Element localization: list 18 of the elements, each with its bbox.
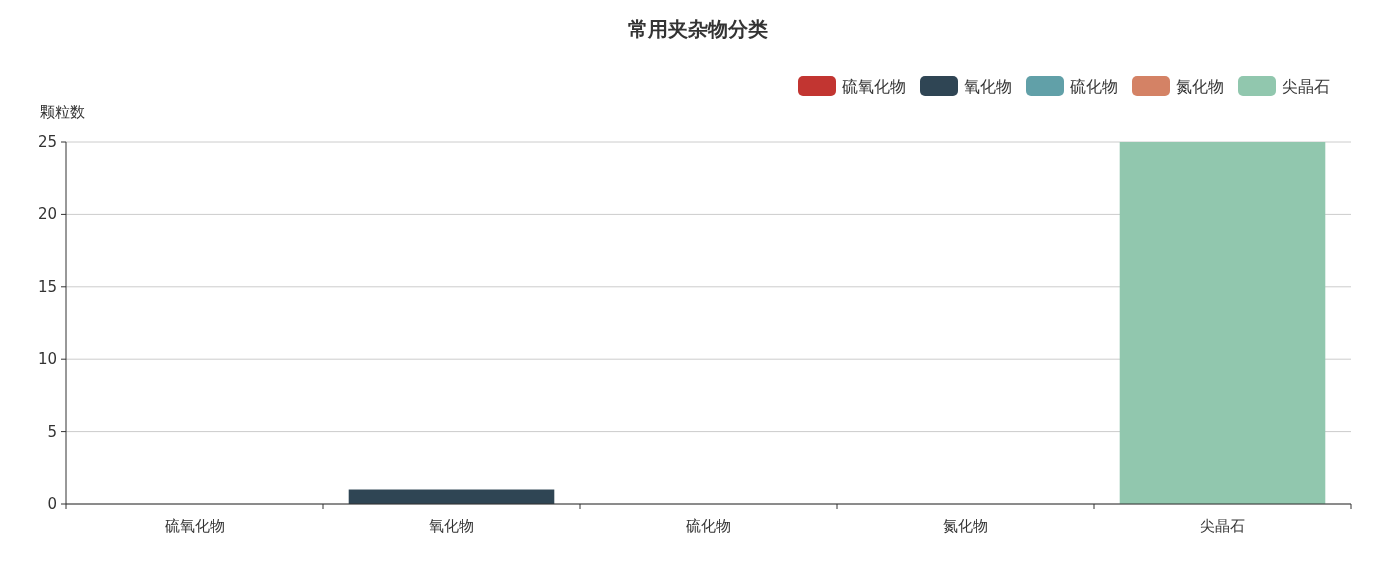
legend-label: 氧化物 bbox=[964, 77, 1012, 96]
y-tick-label: 10 bbox=[37, 350, 57, 369]
legend-label: 尖晶石 bbox=[1282, 77, 1330, 96]
y-tick-label: 0 bbox=[47, 495, 57, 513]
legend-label: 硫化物 bbox=[1070, 77, 1118, 96]
y-axis-title: 颗粒数 bbox=[40, 103, 85, 121]
legend-label: 氮化物 bbox=[1176, 77, 1224, 96]
x-tick-label: 氮化物 bbox=[943, 517, 988, 535]
x-tick-label: 硫氧化物 bbox=[164, 517, 225, 535]
chart-title: 常用夹杂物分类 bbox=[628, 17, 768, 41]
legend-label: 硫氧化物 bbox=[842, 77, 906, 96]
y-tick-label: 20 bbox=[37, 205, 57, 224]
y-tick-label: 25 bbox=[37, 133, 57, 151]
y-tick-label: 5 bbox=[47, 422, 57, 441]
x-tick-label: 硫化物 bbox=[686, 517, 731, 535]
x-tick-label: 尖晶石 bbox=[1200, 517, 1245, 535]
x-tick-label: 氧化物 bbox=[429, 517, 474, 535]
y-tick-label: 15 bbox=[37, 277, 57, 296]
